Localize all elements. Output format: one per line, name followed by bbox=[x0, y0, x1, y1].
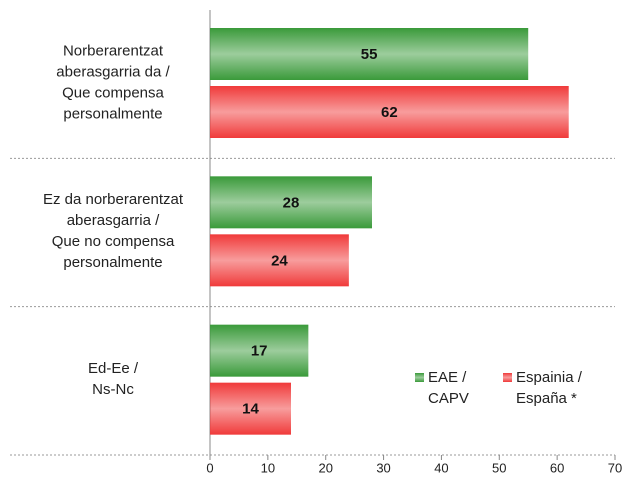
x-tick-label: 60 bbox=[550, 460, 564, 475]
legend-label: CAPV bbox=[428, 390, 469, 407]
x-tick-label: 0 bbox=[206, 460, 213, 475]
x-tick-label: 10 bbox=[261, 460, 275, 475]
category-label: Ed-Ee / bbox=[88, 360, 139, 377]
legend-swatch bbox=[415, 373, 424, 382]
x-tick-label: 70 bbox=[608, 460, 622, 475]
x-tick-label: 50 bbox=[492, 460, 506, 475]
bar bbox=[210, 234, 349, 287]
category-label: personalmente bbox=[63, 105, 162, 122]
bar bbox=[210, 28, 529, 80]
x-tick-label: 20 bbox=[318, 460, 332, 475]
bar bbox=[210, 382, 291, 435]
data-label: 28 bbox=[283, 194, 300, 211]
legend-label: EAE / bbox=[428, 369, 467, 386]
data-label: 55 bbox=[361, 46, 378, 63]
category-label: aberasgarria da / bbox=[56, 63, 170, 80]
bar bbox=[210, 176, 372, 229]
category-label: personalmente bbox=[63, 254, 162, 271]
legend-label: Espainia / bbox=[516, 369, 583, 386]
data-label: 62 bbox=[381, 104, 398, 121]
data-label: 24 bbox=[271, 252, 288, 269]
data-label: 17 bbox=[251, 343, 268, 360]
x-tick-label: 30 bbox=[376, 460, 390, 475]
bar bbox=[210, 324, 309, 377]
category-label: Ez da norberarentzat bbox=[43, 191, 184, 208]
category-label: Norberarentzat bbox=[63, 42, 164, 59]
legend-label: España * bbox=[516, 390, 577, 407]
x-tick-label: 40 bbox=[434, 460, 448, 475]
category-label: aberasgarria / bbox=[67, 212, 160, 229]
category-label: Que no compensa bbox=[52, 233, 175, 250]
legend-swatch bbox=[503, 373, 512, 382]
data-label: 14 bbox=[242, 401, 259, 418]
category-label: Que compensa bbox=[62, 84, 164, 101]
bar bbox=[210, 86, 569, 138]
category-label: Ns-Nc bbox=[92, 381, 134, 398]
